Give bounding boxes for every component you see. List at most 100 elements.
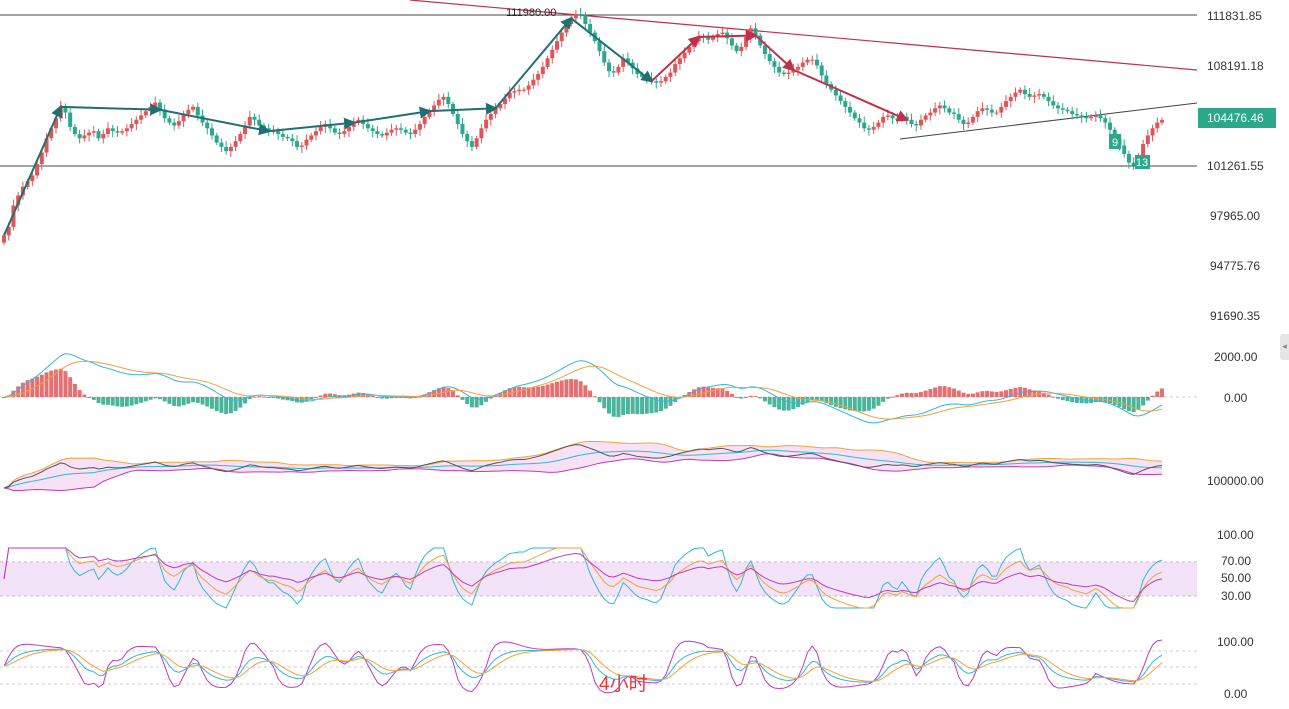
candle-body[interactable] [337,132,342,135]
candle[interactable] [134,116,139,131]
macd-bar[interactable] [503,390,508,397]
candle-body[interactable] [451,104,456,115]
macd-bar[interactable] [153,397,158,399]
macd-bar[interactable] [105,397,110,405]
candle[interactable] [1079,112,1084,123]
candle-body[interactable] [654,81,659,83]
macd-bar[interactable] [361,393,366,397]
macd-bar[interactable] [1112,397,1117,405]
candle-body[interactable] [35,164,40,176]
macd-bar[interactable] [569,379,574,397]
macd-bar[interactable] [1126,397,1131,412]
macd-bar[interactable] [49,370,54,397]
candle-body[interactable] [186,109,191,115]
candle-body[interactable] [181,114,186,122]
macd-bar[interactable] [91,397,96,400]
boll-price-line[interactable] [3,444,1163,489]
rsi-24-line[interactable] [3,547,1163,603]
candle[interactable] [224,140,229,155]
candle-body[interactable] [866,128,871,130]
candle-body[interactable] [243,125,248,135]
macd-bar[interactable] [63,371,68,397]
candle-body[interactable] [313,131,318,136]
macd-bar[interactable] [1155,391,1160,397]
candle[interactable] [1056,102,1061,115]
macd-bar[interactable] [1070,397,1075,403]
macd-bar[interactable] [342,395,347,397]
candle-body[interactable] [885,115,890,117]
candle-body[interactable] [432,105,437,112]
candle[interactable] [819,62,824,82]
candle-body[interactable] [952,112,957,115]
candle-body[interactable] [332,128,337,133]
kdj-k-line[interactable] [3,648,1163,683]
candle[interactable] [536,70,541,86]
macd-bar[interactable] [1131,397,1136,413]
macd-bar[interactable] [214,397,219,412]
candle[interactable] [621,54,626,73]
candle[interactable] [937,102,942,115]
candle-body[interactable] [682,52,687,59]
boll-panel[interactable] [3,440,1163,492]
candle[interactable] [370,124,375,138]
candle[interactable] [101,129,106,144]
macd-bar[interactable] [1018,387,1023,397]
candle[interactable] [871,121,876,135]
macd-bar[interactable] [261,396,266,398]
ascending-trendline[interactable] [899,102,1198,140]
candle-body[interactable] [2,235,6,243]
candle[interactable] [318,120,323,135]
candle[interactable] [663,74,668,84]
candle[interactable] [347,123,352,138]
macd-bar[interactable] [139,397,144,403]
candle-body[interactable] [261,125,266,129]
macd-bar[interactable] [545,384,550,397]
macd-bar[interactable] [295,397,300,403]
candle[interactable] [1084,111,1089,123]
candle-body[interactable] [238,134,243,142]
candle-body[interactable] [928,112,933,116]
candle-body[interactable] [105,128,110,135]
macd-bar[interactable] [120,397,125,407]
candle-body[interactable] [739,46,744,52]
macd-bar[interactable] [181,397,186,406]
candle-body[interactable] [394,128,399,130]
candle-body[interactable] [82,135,87,139]
candle[interactable] [87,129,92,142]
macd-bar[interactable] [465,397,470,405]
candle[interactable] [606,59,611,78]
candle[interactable] [157,99,162,116]
candle[interactable] [441,93,446,106]
candle[interactable] [285,134,290,141]
candle[interactable] [744,30,749,51]
macd-bar[interactable] [1065,397,1070,402]
candle-body[interactable] [1022,89,1027,95]
macd-bar[interactable] [966,393,971,397]
macd-bar[interactable] [1056,397,1061,399]
candle-body[interactable] [933,108,938,113]
macd-dif-line[interactable] [3,353,1163,424]
macd-bar[interactable] [157,397,162,400]
candle[interactable] [1051,95,1056,109]
candle-body[interactable] [710,36,715,40]
candle-body[interactable] [72,126,77,135]
candle-body[interactable] [975,111,980,117]
macd-bar[interactable] [767,397,772,405]
candle-body[interactable] [611,71,616,73]
candle-body[interactable] [1108,122,1113,130]
candle-body[interactable] [994,112,999,114]
candle-body[interactable] [413,129,418,135]
candle[interactable] [985,104,990,116]
candle[interactable] [129,118,134,132]
candle-body[interactable] [602,51,607,63]
macd-bar[interactable] [663,397,668,409]
candle[interactable] [989,104,994,117]
candle[interactable] [228,143,233,158]
candle-body[interactable] [1065,109,1070,112]
candle-body[interactable] [87,132,92,136]
candle[interactable] [550,45,555,64]
rsi-panel[interactable] [0,547,1197,609]
macd-bar[interactable] [970,393,975,397]
price-axis[interactable]: 111831.85 108191.18 104476.46 101261.55 … [1198,9,1276,701]
candle-body[interactable] [53,118,58,129]
